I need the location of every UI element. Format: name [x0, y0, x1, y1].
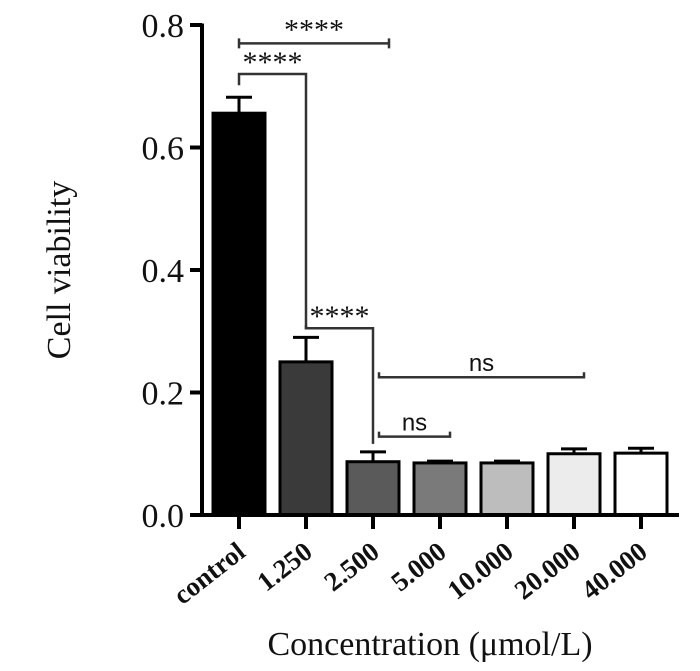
- y-tick-label: 0.2: [142, 376, 185, 413]
- significance-label: ns: [402, 410, 427, 437]
- significance-label: ****: [284, 13, 344, 46]
- bar-2.500: [345, 460, 401, 517]
- bar-1.250: [278, 360, 334, 517]
- bar-10.000: [479, 461, 535, 517]
- significance-label: ****: [310, 300, 370, 333]
- x-tick-label: control: [168, 536, 251, 610]
- bar-20.000: [546, 452, 602, 517]
- bar-control: [211, 111, 267, 517]
- y-tick-label: 0.6: [142, 131, 185, 168]
- significance-label: ****: [243, 46, 303, 79]
- significance-bracket: [237, 72, 308, 330]
- x-tick-label: 40.000: [576, 536, 653, 605]
- x-tick-label: 5.000: [385, 536, 451, 597]
- y-axis-title: Cell viability: [41, 181, 78, 359]
- y-tick-label: 0.4: [142, 253, 185, 290]
- x-axis-title: Concentration (μmol/L): [267, 626, 592, 663]
- y-tick-label: 0.8: [142, 8, 185, 45]
- significance-bracket: [377, 372, 586, 379]
- significance-bracket: [304, 325, 375, 444]
- y-tick-label: 0.0: [142, 498, 185, 535]
- x-tick-label: 20.000: [509, 536, 586, 605]
- significance-label: ns: [469, 350, 494, 377]
- x-tick-label: 10.000: [442, 536, 519, 605]
- bar-40.000: [613, 451, 669, 517]
- bars: [211, 95, 669, 517]
- y-axis: 0.0 0.2 0.4 0.6 0.8: [142, 8, 204, 535]
- significance-bracket: [377, 431, 452, 438]
- x-tick-label: 1.250: [251, 536, 317, 597]
- bar-5.000: [412, 461, 468, 517]
- x-tick-label: 2.500: [318, 536, 384, 597]
